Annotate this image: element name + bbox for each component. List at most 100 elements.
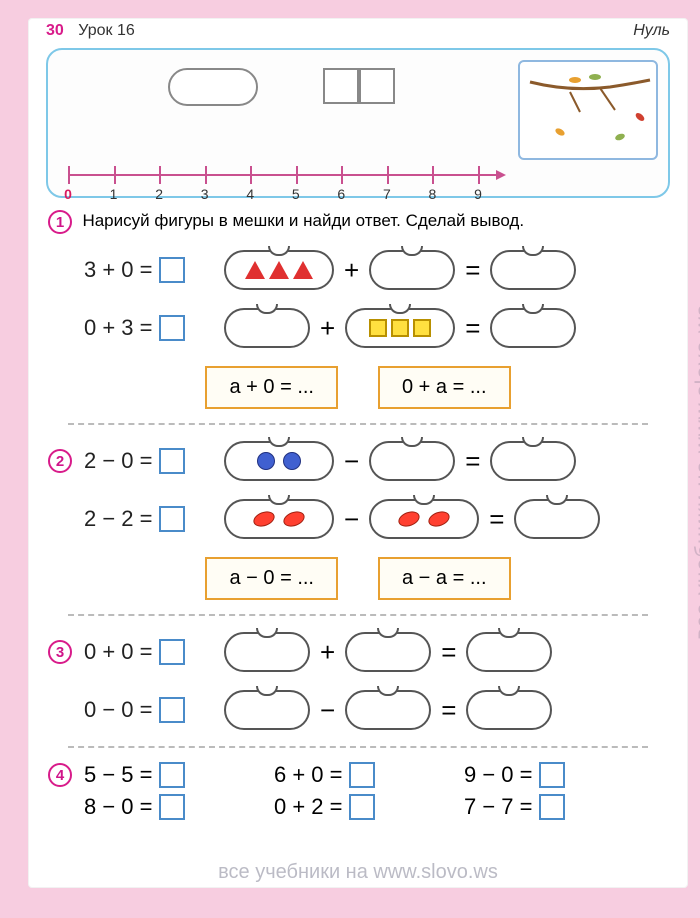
equals: = [489, 504, 504, 535]
operator: + [320, 637, 335, 668]
tick [205, 166, 207, 184]
answer-box[interactable] [159, 639, 185, 665]
ex1-row1: 3 + 0 = + = [84, 248, 668, 292]
exercise-marker: 3 [48, 640, 72, 664]
equals: = [465, 446, 480, 477]
rule-box: 0 + а = ... [378, 366, 511, 409]
bag-empty[interactable] [224, 308, 310, 348]
bag-result[interactable] [514, 499, 600, 539]
bag-triangles [224, 250, 334, 290]
ex3-row2: 0 − 0 = − = [84, 688, 668, 732]
ex4-cell: 9 − 0 = [464, 762, 654, 788]
square-icon [413, 319, 431, 337]
top-empty-bag [168, 68, 258, 106]
answer-box[interactable] [539, 794, 565, 820]
watermark-bottom: все учебники на www.slovo.ws [218, 861, 498, 884]
exercise-marker: 2 [48, 449, 72, 473]
eq-text: 6 + 0 = [274, 762, 343, 788]
bag-empty[interactable] [345, 690, 431, 730]
bag-result[interactable] [490, 441, 576, 481]
answer-box[interactable] [159, 762, 185, 788]
top-square[interactable] [359, 68, 395, 104]
eq-text: 5 − 5 = [84, 762, 153, 788]
bag-empty[interactable] [224, 690, 310, 730]
exercise-1-instruction: Нарисуй фигуры в мешки и найди ответ. Сд… [82, 211, 524, 230]
eq-text: 0 + 0 = [84, 639, 153, 665]
top-panel: 0123456789 [46, 48, 670, 198]
equation-text: 3 + 0 = [84, 257, 224, 283]
tick-label: 2 [155, 186, 163, 202]
bag-result[interactable] [490, 308, 576, 348]
equals: = [465, 255, 480, 286]
tick [341, 166, 343, 184]
eq-text: 9 − 0 = [464, 762, 533, 788]
top-square[interactable] [323, 68, 359, 104]
bag-ovals [369, 499, 479, 539]
answer-box[interactable] [349, 762, 375, 788]
bag-ovals [224, 499, 334, 539]
eq-text: 2 − 2 = [84, 506, 153, 532]
ex4-cell: 0 + 2 = [274, 794, 464, 820]
rule-box: а − 0 = ... [205, 557, 338, 600]
exercise-1: 1 Нарисуй фигуры в мешки и найди ответ. … [48, 210, 668, 409]
answer-box[interactable] [159, 448, 185, 474]
answer-box[interactable] [159, 257, 185, 283]
oval-icon [281, 509, 306, 530]
triangle-icon [269, 261, 289, 279]
bag-squares [345, 308, 455, 348]
equation-text: 2 − 2 = [84, 506, 224, 532]
ex4-row1: 4 5 − 5 = 6 + 0 = 9 − 0 = [48, 762, 668, 788]
bag-empty[interactable] [224, 632, 310, 672]
bag-result[interactable] [466, 632, 552, 672]
oval-icon [426, 509, 451, 530]
answer-box[interactable] [349, 794, 375, 820]
tick [387, 166, 389, 184]
equals: = [441, 637, 456, 668]
answer-box[interactable] [159, 506, 185, 532]
header-left: 30 Урок 16 [46, 22, 135, 40]
bag-empty[interactable] [369, 250, 455, 290]
separator [68, 614, 648, 616]
bag-result[interactable] [466, 690, 552, 730]
exercise-4: 4 5 − 5 = 6 + 0 = 9 − 0 = 8 − 0 = 0 + 2 … [48, 762, 668, 820]
equation-text: 0 − 0 = [84, 697, 224, 723]
lesson-label: Урок 16 [78, 22, 134, 39]
tick [478, 166, 480, 184]
equation-text: 0 + 0 = [84, 639, 224, 665]
exercise-3: 3 0 + 0 = + = 0 − 0 = − = [48, 630, 668, 732]
branch-illustration [518, 60, 658, 160]
bag-empty[interactable] [345, 632, 431, 672]
tick [159, 166, 161, 184]
ex4-cell: 6 + 0 = [274, 762, 464, 788]
content: 1 Нарисуй фигуры в мешки и найди ответ. … [28, 198, 688, 820]
bag-result[interactable] [490, 250, 576, 290]
equation-text: 2 − 0 = [84, 448, 224, 474]
square-icon [369, 319, 387, 337]
answer-box[interactable] [539, 762, 565, 788]
equation-text: 0 + 3 = [84, 315, 224, 341]
watermark-side: все учебники на www.slovo.ws [691, 304, 700, 640]
triangle-icon [293, 261, 313, 279]
tick [68, 166, 70, 184]
triangle-icon [245, 261, 265, 279]
operator: − [344, 504, 359, 535]
page-header: 30 Урок 16 Нуль [28, 18, 688, 40]
tick [296, 166, 298, 184]
ex4-cell: 8 − 0 = [84, 794, 274, 820]
answer-box[interactable] [159, 315, 185, 341]
tick [250, 166, 252, 184]
separator [68, 746, 648, 748]
tick-label: 0 [64, 186, 72, 202]
equals: = [465, 313, 480, 344]
ex4-row2: 8 − 0 = 0 + 2 = 7 − 7 = [84, 794, 668, 820]
answer-box[interactable] [159, 697, 185, 723]
oval-icon [396, 509, 421, 530]
eq-text: 0 − 0 = [84, 697, 153, 723]
page-number: 30 [46, 22, 64, 39]
arrow-head-icon [496, 170, 506, 180]
tick-label: 1 [110, 186, 118, 202]
bag-empty[interactable] [369, 441, 455, 481]
tick-label: 8 [429, 186, 437, 202]
eq-text: 7 − 7 = [464, 794, 533, 820]
answer-box[interactable] [159, 794, 185, 820]
